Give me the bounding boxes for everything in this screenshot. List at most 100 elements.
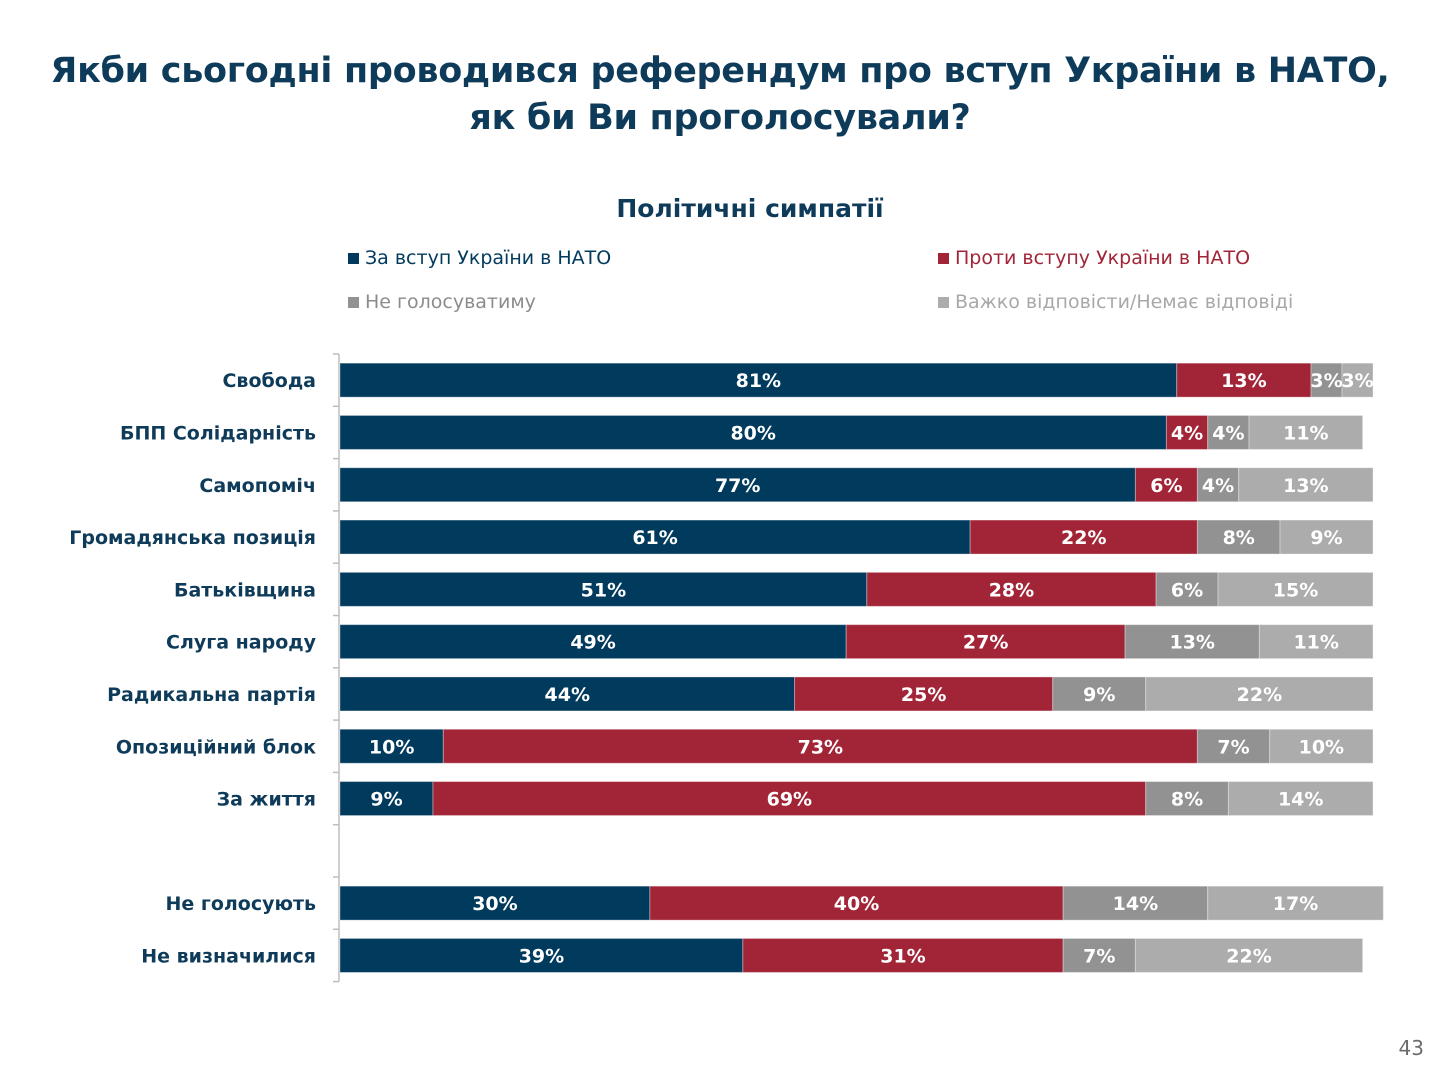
bar-segment	[339, 362, 1178, 398]
category-label: Свобода	[222, 370, 316, 392]
bar-segment	[649, 885, 1064, 921]
bar-segment	[1145, 781, 1229, 817]
bar-segment	[1341, 362, 1374, 398]
category-label: За життя	[217, 789, 316, 811]
bar-segment	[1279, 519, 1374, 555]
legend-item: Проти вступу України в НАТО	[938, 246, 1250, 270]
bar-segment	[969, 519, 1198, 555]
category-label: Опозиційний блок	[116, 736, 316, 758]
bar-segment	[1217, 571, 1374, 607]
page-number: 43	[1398, 1036, 1424, 1060]
data-label: 3%	[1310, 370, 1342, 392]
data-label: 80%	[730, 422, 775, 444]
legend-item: Важко відповісти/Немає відповіді	[938, 290, 1293, 314]
data-label: 14%	[1113, 893, 1158, 915]
bar-segment	[339, 728, 444, 764]
page-title: Якби сьогодні проводився референдум про …	[0, 48, 1440, 142]
bar-segment	[1207, 414, 1250, 450]
bar-segment	[1227, 781, 1374, 817]
data-label: 25%	[901, 684, 946, 706]
data-label: 11%	[1283, 422, 1328, 444]
page-title-line-2: як би Ви проголосували?	[469, 98, 971, 138]
data-label: 51%	[581, 579, 626, 601]
data-label: 15%	[1273, 579, 1318, 601]
data-label: 28%	[989, 579, 1034, 601]
page-title-line-1: Якби сьогодні проводився референдум про …	[50, 51, 1390, 91]
data-label: 30%	[472, 893, 517, 915]
data-label: 10%	[369, 736, 414, 758]
data-label: 81%	[736, 370, 781, 392]
data-label: 22%	[1061, 527, 1106, 549]
data-label: 14%	[1278, 789, 1323, 811]
bar-segment	[866, 571, 1157, 607]
bar-segment	[339, 519, 971, 555]
data-label: 4%	[1171, 422, 1203, 444]
data-label: 73%	[798, 736, 843, 758]
data-label: 8%	[1171, 789, 1203, 811]
chart-title: Політичні симпатії	[616, 194, 884, 223]
legend-label: Проти вступу України в НАТО	[955, 247, 1251, 269]
bar-segment	[742, 937, 1064, 973]
data-label: 27%	[963, 632, 1008, 654]
data-label: 6%	[1150, 475, 1182, 497]
legend-item: Не голосуватиму	[348, 290, 536, 314]
data-label: 17%	[1273, 893, 1318, 915]
bar-segment	[339, 624, 847, 660]
data-label: 4%	[1202, 475, 1234, 497]
category-label: Громадянська позиція	[69, 527, 316, 549]
legend-swatch	[938, 252, 949, 264]
legend-item: За вступ України в НАТО	[348, 246, 611, 270]
legend-label: Важко відповісти/Немає відповіді	[955, 291, 1294, 313]
bar-segment	[339, 571, 868, 607]
bar-segment	[1196, 519, 1281, 555]
bar-segment	[1062, 937, 1136, 973]
data-label: 4%	[1212, 422, 1244, 444]
data-label: 49%	[570, 632, 615, 654]
bar-segment	[1269, 728, 1374, 764]
bar-segment	[1062, 885, 1209, 921]
bar-segment	[1248, 414, 1364, 450]
bar-segment	[1207, 885, 1384, 921]
category-label: Слуга народу	[166, 632, 317, 654]
data-label: 69%	[767, 789, 812, 811]
data-label: 61%	[632, 527, 677, 549]
bar-segment	[339, 414, 1167, 450]
data-label: 31%	[880, 945, 925, 967]
data-label: 77%	[715, 475, 760, 497]
category-label: Не голосують	[166, 893, 317, 915]
data-label: 22%	[1237, 684, 1282, 706]
bar-segment	[1124, 624, 1260, 660]
data-label: 9%	[370, 789, 402, 811]
data-label: 7%	[1083, 945, 1115, 967]
legend-swatch	[348, 252, 359, 264]
legend-swatch	[348, 296, 359, 308]
data-label: 13%	[1221, 370, 1266, 392]
data-label: 8%	[1223, 527, 1255, 549]
bar-segment	[1310, 362, 1343, 398]
data-label: 13%	[1169, 632, 1214, 654]
category-label: Батьківщина	[174, 579, 316, 601]
bar-segment	[845, 624, 1126, 660]
data-label: 22%	[1226, 945, 1271, 967]
bar-segment	[794, 676, 1054, 712]
data-label: 3%	[1341, 370, 1373, 392]
data-label: 11%	[1293, 632, 1338, 654]
legend-swatch	[938, 296, 949, 308]
bar-segment	[339, 937, 744, 973]
bar-segment	[1258, 624, 1374, 660]
legend-label: За вступ України в НАТО	[365, 247, 612, 269]
legend-label: Не голосуватиму	[365, 291, 536, 313]
data-label: 39%	[519, 945, 564, 967]
data-label: 44%	[545, 684, 590, 706]
data-label: 13%	[1283, 475, 1328, 497]
bar-segment	[339, 467, 1136, 503]
bar-segment	[1134, 937, 1364, 973]
bar-segment	[339, 885, 651, 921]
category-label: Самопоміч	[199, 475, 316, 497]
data-label: 6%	[1171, 579, 1203, 601]
data-label: 9%	[1083, 684, 1115, 706]
data-label: 40%	[834, 893, 879, 915]
category-label: БПП Солідарність	[120, 422, 316, 444]
bar-segment	[442, 728, 1198, 764]
